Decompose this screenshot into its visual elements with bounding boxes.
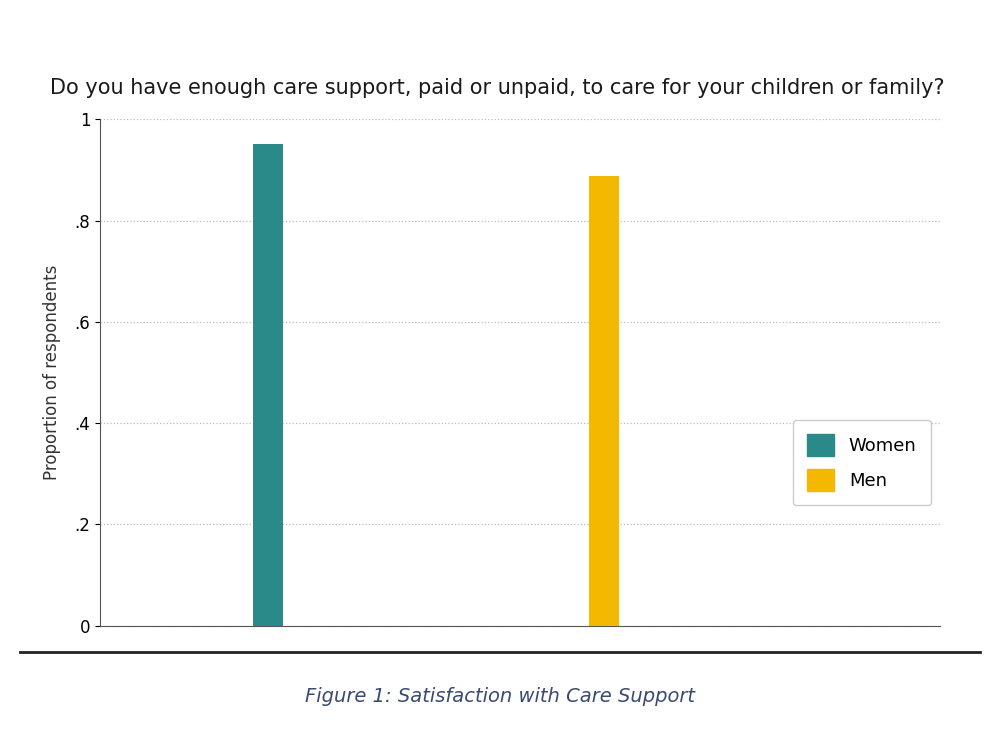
Y-axis label: Proportion of respondents: Proportion of respondents — [43, 264, 61, 481]
Bar — [589, 177, 619, 626]
Bar — [253, 144, 283, 626]
Text: Do you have enough care support, paid or unpaid, to care for your children or fa: Do you have enough care support, paid or… — [50, 78, 945, 98]
Legend: Women, Men: Women, Men — [793, 419, 931, 505]
Text: Figure 1: Satisfaction with Care Support: Figure 1: Satisfaction with Care Support — [305, 687, 695, 706]
